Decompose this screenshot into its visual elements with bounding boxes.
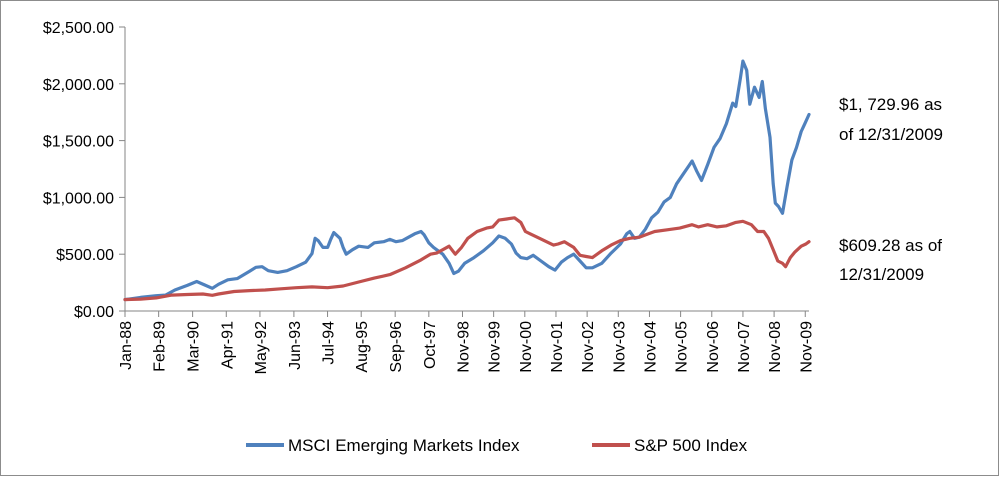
y-tick-label: $1,000.00 xyxy=(43,190,114,207)
y-tick-label: $2,000.00 xyxy=(43,77,114,94)
x-tick-label: Jul-94 xyxy=(321,321,338,365)
annotation-layer: $1, 729.96 as of 12/31/2009 $609.28 as o… xyxy=(839,95,943,284)
legend-label-msci: MSCI Emerging Markets Index xyxy=(288,436,520,455)
x-tick-label: Nov-08 xyxy=(767,321,784,373)
x-tick-label: Apr-91 xyxy=(219,321,236,369)
series-layer xyxy=(123,59,811,302)
x-tick-label: Sep-96 xyxy=(388,321,405,373)
msci-emerging-markets-line xyxy=(123,59,811,302)
x-tick-label: Feb-89 xyxy=(152,321,169,372)
x-tick-label: Nov-01 xyxy=(549,321,566,373)
x-tick-label: Nov-98 xyxy=(455,321,472,373)
x-tick-label: Nov-06 xyxy=(705,321,722,373)
legend-label-sp500: S&P 500 Index xyxy=(634,436,748,455)
x-tick-label: Nov-07 xyxy=(736,321,753,373)
x-tick-label: Nov-99 xyxy=(487,321,504,373)
x-tick-label: Nov-05 xyxy=(674,321,691,373)
msci-final-value-annotation-line-2: of 12/31/2009 xyxy=(839,125,943,144)
x-tick-label: Mar-90 xyxy=(186,321,203,372)
x-tick-label: Aug-95 xyxy=(354,321,371,373)
x-tick-label: May-92 xyxy=(253,321,270,374)
x-tick-label: Nov-04 xyxy=(642,321,659,373)
sp500-final-value-annotation-line-2: 12/31/2009 xyxy=(839,265,924,284)
x-tick-label: Jun-93 xyxy=(287,321,304,370)
chart-legend: MSCI Emerging Markets Index S&P 500 Inde… xyxy=(246,436,748,455)
sp500-line xyxy=(123,216,811,302)
chart-axes: $0.00 $500.00 $1,000.00 $1,500.00 $2,000.00 $… xyxy=(43,20,815,374)
y-tick-label: $0.00 xyxy=(74,304,114,321)
msci-final-value-annotation-line-1: $1, 729.96 as xyxy=(839,95,942,114)
y-tick-label: $2,500.00 xyxy=(43,20,114,37)
y-tick-label: $1,500.00 xyxy=(43,134,114,151)
y-tick-label: $500.00 xyxy=(56,247,114,264)
sp500-final-value-annotation-line-1: $609.28 as of xyxy=(839,236,942,255)
x-tick-label: Jan-88 xyxy=(118,321,135,370)
x-tick-label: Nov-02 xyxy=(580,321,597,373)
x-tick-label: Nov-00 xyxy=(518,321,535,373)
x-tick-label: Nov-09 xyxy=(798,321,815,373)
x-tick-label: Oct-97 xyxy=(422,321,439,369)
x-tick-label: Nov-03 xyxy=(611,321,628,373)
